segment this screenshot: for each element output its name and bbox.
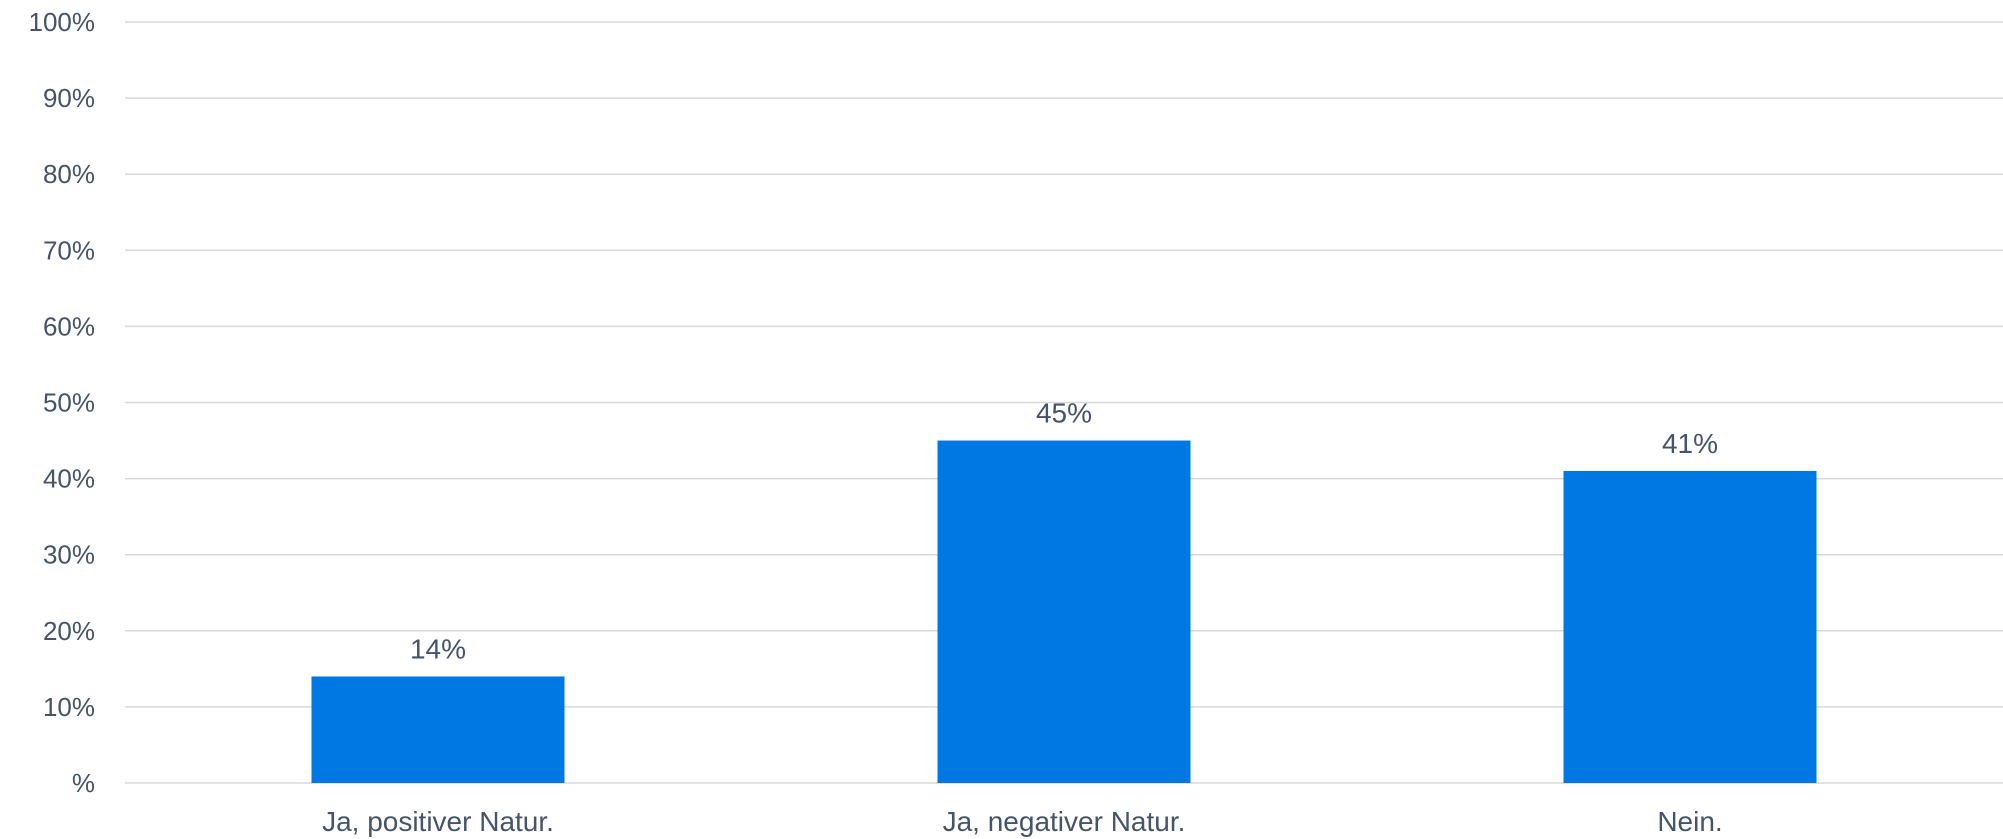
y-tick-label: % <box>72 768 95 798</box>
y-tick-label: 20% <box>43 616 95 646</box>
data-label: 45% <box>1036 398 1092 429</box>
y-tick-label: 70% <box>43 235 95 265</box>
y-axis-tick-labels: % 10% 20% 30% 40% 50% 60% 70% 80% 90% 100% <box>29 7 96 798</box>
bar-3 <box>1563 470 1817 783</box>
x-category-label: Ja, negativer Natur. <box>943 806 1186 837</box>
y-tick-label: 40% <box>43 464 95 494</box>
bar-2 <box>937 440 1191 783</box>
bar-1 <box>311 676 565 783</box>
y-tick-label: 10% <box>43 692 95 722</box>
y-tick-label: 90% <box>43 83 95 113</box>
bars <box>311 440 1817 783</box>
data-label: 14% <box>410 633 466 664</box>
data-labels: 14% 45% 41% <box>410 398 1718 665</box>
y-tick-label: 100% <box>29 7 96 37</box>
x-category-label: Nein. <box>1657 806 1722 837</box>
y-tick-label: 50% <box>43 388 95 418</box>
x-axis-category-labels: Ja, positiver Natur. Ja, negativer Natur.… <box>322 806 1723 837</box>
data-label: 41% <box>1662 428 1718 459</box>
y-tick-label: 60% <box>43 311 95 341</box>
y-tick-label: 80% <box>43 159 95 189</box>
x-category-label: Ja, positiver Natur. <box>322 806 554 837</box>
y-tick-label: 30% <box>43 540 95 570</box>
